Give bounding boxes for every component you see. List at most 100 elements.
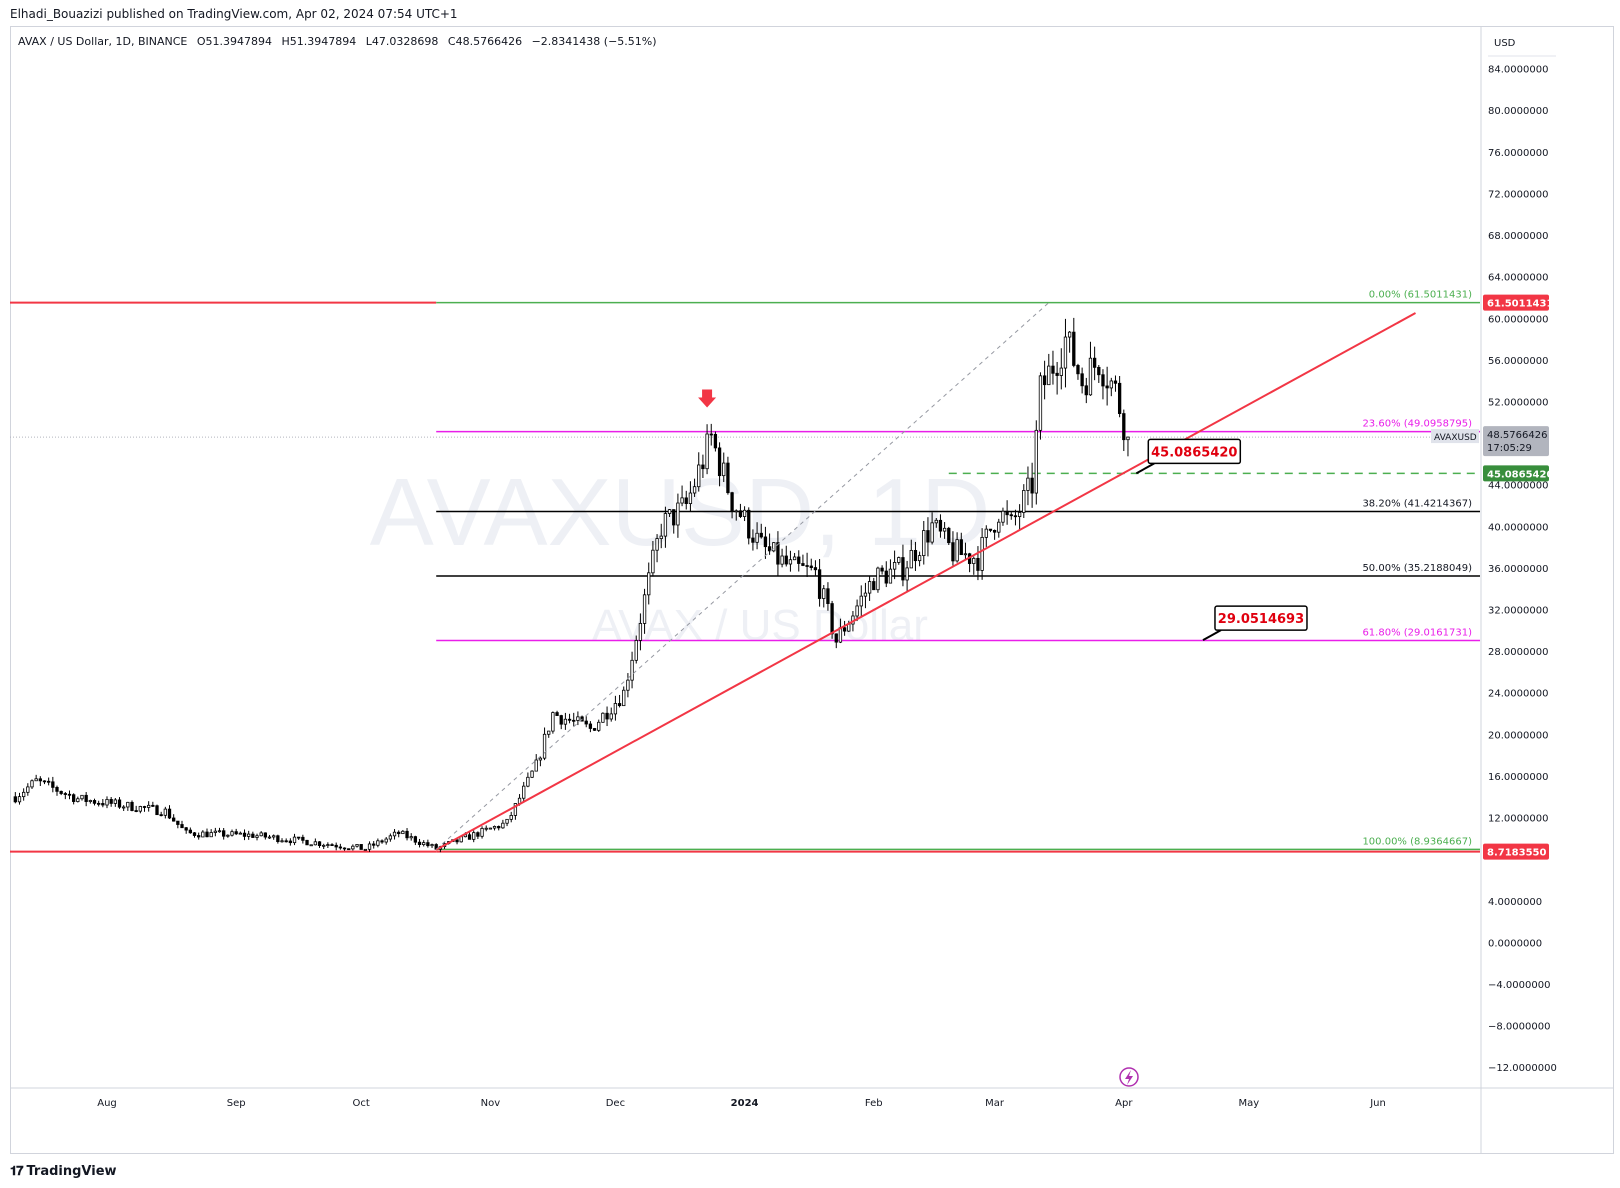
candle[interactable] bbox=[1055, 361, 1059, 395]
candle[interactable] bbox=[651, 541, 655, 577]
candle[interactable] bbox=[967, 552, 972, 573]
candle[interactable] bbox=[417, 838, 422, 848]
price-callout[interactable]: 45.0865420 bbox=[1135, 438, 1242, 475]
candle[interactable] bbox=[884, 561, 888, 588]
candle[interactable] bbox=[1117, 375, 1122, 418]
candle[interactable] bbox=[92, 798, 97, 806]
candle[interactable] bbox=[176, 820, 180, 829]
candle[interactable] bbox=[259, 831, 263, 837]
candle[interactable] bbox=[809, 558, 813, 571]
candle[interactable] bbox=[780, 548, 784, 568]
price-callout[interactable]: 29.0514693 bbox=[1202, 605, 1308, 642]
candle[interactable] bbox=[201, 830, 205, 838]
candle[interactable] bbox=[601, 712, 605, 723]
candle[interactable] bbox=[538, 756, 543, 767]
candle[interactable] bbox=[955, 532, 959, 563]
candle[interactable] bbox=[963, 542, 968, 561]
candle[interactable] bbox=[613, 695, 618, 721]
candle[interactable] bbox=[267, 834, 272, 839]
candle[interactable] bbox=[817, 558, 822, 607]
candle[interactable] bbox=[1001, 507, 1005, 526]
candle[interactable] bbox=[592, 727, 597, 731]
candle[interactable] bbox=[509, 811, 513, 823]
candle[interactable] bbox=[130, 800, 134, 812]
ascending-trendline[interactable] bbox=[435, 312, 1416, 851]
candle[interactable] bbox=[1122, 409, 1126, 452]
candle[interactable] bbox=[980, 528, 984, 580]
candle[interactable] bbox=[676, 493, 680, 538]
candle[interactable] bbox=[726, 456, 730, 495]
candle[interactable] bbox=[930, 512, 934, 545]
candle[interactable] bbox=[151, 801, 155, 808]
candle[interactable] bbox=[380, 839, 384, 844]
candle[interactable] bbox=[688, 481, 693, 512]
candle[interactable] bbox=[680, 485, 684, 507]
candle[interactable] bbox=[292, 833, 297, 846]
candle[interactable] bbox=[1022, 484, 1026, 519]
candle[interactable] bbox=[338, 843, 343, 850]
candle[interactable] bbox=[763, 526, 768, 559]
candle[interactable] bbox=[555, 710, 559, 717]
candle[interactable] bbox=[326, 842, 330, 848]
candle[interactable] bbox=[226, 834, 230, 838]
candle[interactable] bbox=[288, 838, 293, 846]
candle[interactable] bbox=[309, 844, 313, 847]
candle[interactable] bbox=[488, 827, 493, 830]
candle[interactable] bbox=[388, 833, 393, 842]
candle[interactable] bbox=[984, 525, 988, 547]
candle[interactable] bbox=[217, 827, 222, 833]
candle[interactable] bbox=[788, 550, 793, 572]
candle[interactable] bbox=[622, 686, 626, 707]
candle[interactable] bbox=[405, 828, 409, 841]
candle[interactable] bbox=[342, 847, 347, 851]
candle[interactable] bbox=[384, 836, 388, 845]
candle[interactable] bbox=[234, 828, 238, 836]
candle[interactable] bbox=[142, 805, 147, 812]
candle[interactable] bbox=[1059, 348, 1063, 390]
candle[interactable] bbox=[605, 706, 609, 727]
candle[interactable] bbox=[26, 783, 30, 796]
candle[interactable] bbox=[784, 545, 788, 567]
candle[interactable] bbox=[547, 730, 551, 738]
candle[interactable] bbox=[422, 840, 426, 847]
candle[interactable] bbox=[684, 490, 688, 510]
candle[interactable] bbox=[122, 805, 126, 811]
candle[interactable] bbox=[401, 829, 405, 835]
candle[interactable] bbox=[747, 507, 751, 545]
candle[interactable] bbox=[526, 772, 530, 788]
candle[interactable] bbox=[709, 423, 713, 446]
candle[interactable] bbox=[42, 780, 47, 785]
candle[interactable] bbox=[922, 520, 926, 565]
candle[interactable] bbox=[109, 796, 113, 807]
candle[interactable] bbox=[251, 831, 255, 838]
candle[interactable] bbox=[834, 633, 838, 649]
candle[interactable] bbox=[372, 841, 376, 849]
candle[interactable] bbox=[951, 531, 955, 566]
candle[interactable] bbox=[72, 793, 76, 805]
candle[interactable] bbox=[213, 827, 217, 837]
lightning-icon[interactable] bbox=[1119, 1067, 1139, 1087]
candle[interactable] bbox=[717, 442, 722, 487]
candle[interactable] bbox=[959, 532, 963, 556]
candle[interactable] bbox=[855, 599, 859, 622]
candle[interactable] bbox=[1109, 377, 1113, 397]
candle[interactable] bbox=[51, 776, 55, 793]
candle[interactable] bbox=[638, 613, 643, 651]
candle[interactable] bbox=[467, 832, 472, 840]
candle[interactable] bbox=[155, 804, 159, 816]
candle[interactable] bbox=[1080, 367, 1084, 394]
candle[interactable] bbox=[842, 620, 847, 636]
candle[interactable] bbox=[501, 819, 505, 829]
candle[interactable] bbox=[867, 576, 872, 601]
candle[interactable] bbox=[192, 831, 197, 838]
candle[interactable] bbox=[797, 550, 801, 572]
candle[interactable] bbox=[1072, 317, 1076, 368]
candle[interactable] bbox=[413, 835, 418, 846]
candle[interactable] bbox=[642, 588, 647, 634]
candle[interactable] bbox=[367, 841, 372, 852]
candle[interactable] bbox=[751, 529, 755, 551]
candle[interactable] bbox=[1034, 420, 1038, 505]
candle[interactable] bbox=[822, 585, 826, 608]
candle[interactable] bbox=[1017, 504, 1022, 530]
candle[interactable] bbox=[863, 582, 868, 609]
